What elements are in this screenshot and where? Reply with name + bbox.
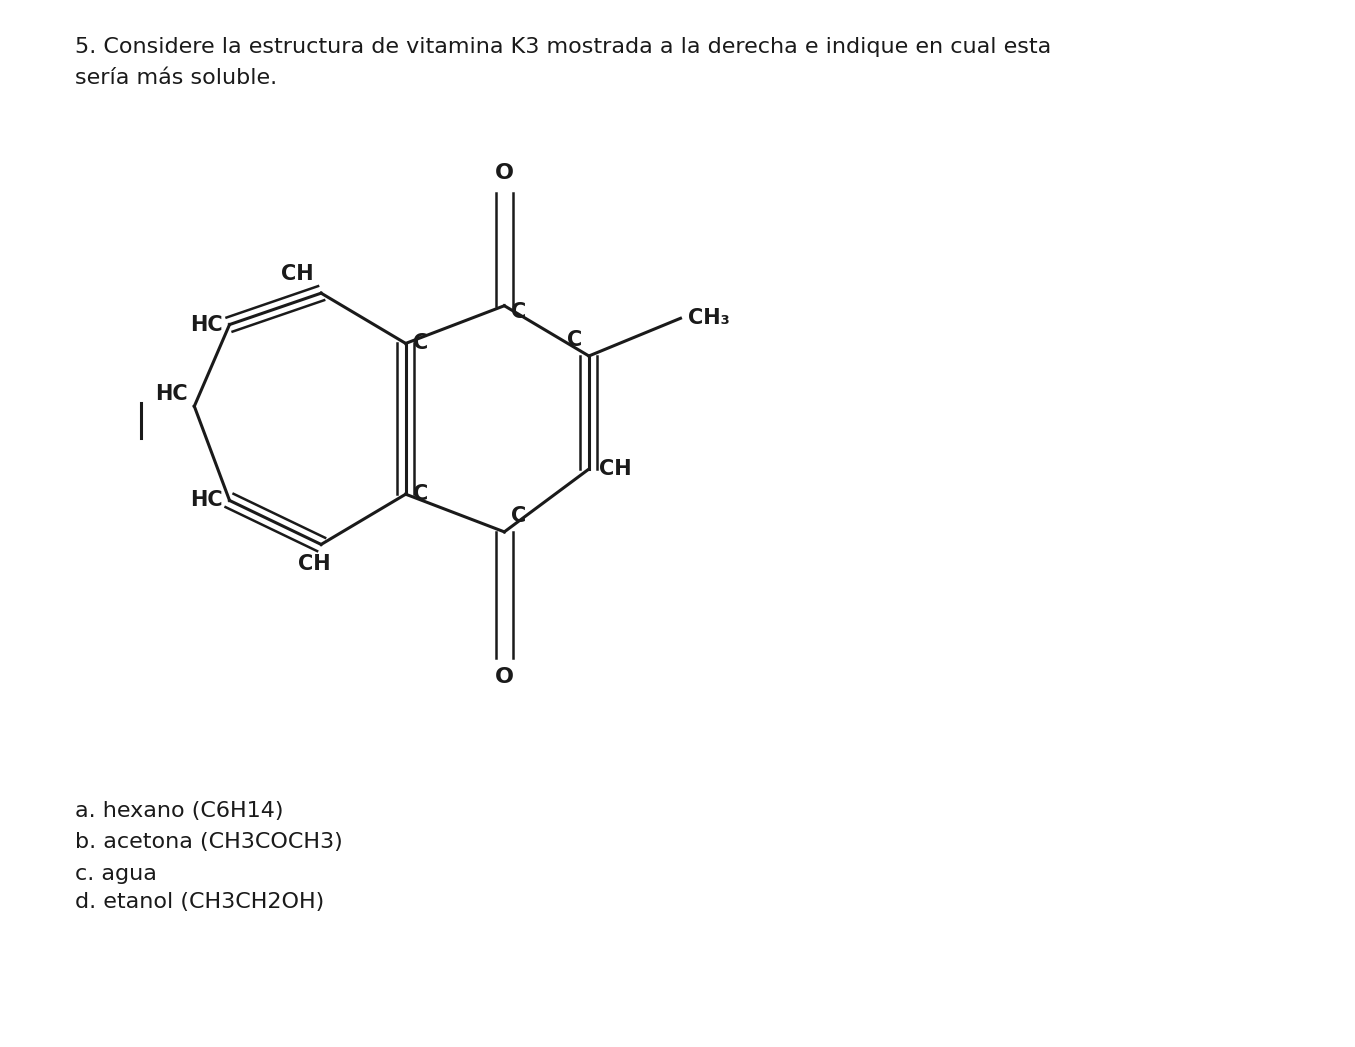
Text: HC: HC [190, 314, 222, 335]
Text: HC: HC [154, 383, 187, 404]
Text: C: C [413, 333, 428, 354]
Text: CH: CH [282, 264, 314, 284]
Text: HC: HC [190, 490, 222, 511]
Text: CH₃: CH₃ [687, 308, 729, 329]
Text: C: C [566, 330, 581, 350]
Text: b. acetona (CH3COCH3): b. acetona (CH3COCH3) [75, 832, 343, 852]
Text: O: O [495, 667, 514, 687]
Text: d. etanol (CH3CH2OH): d. etanol (CH3CH2OH) [75, 892, 324, 912]
Text: C: C [511, 506, 527, 526]
Text: O: O [495, 163, 514, 183]
Text: C: C [413, 484, 428, 505]
Text: 5. Considere la estructura de vitamina K3 mostrada a la derecha e indique en cua: 5. Considere la estructura de vitamina K… [75, 37, 1050, 57]
Text: CH: CH [298, 554, 331, 574]
Text: a. hexano (C6H14): a. hexano (C6H14) [75, 801, 283, 821]
Text: sería más soluble.: sería más soluble. [75, 68, 276, 88]
Text: C: C [511, 302, 527, 322]
Text: CH: CH [599, 459, 631, 480]
Text: c. agua: c. agua [75, 864, 156, 884]
